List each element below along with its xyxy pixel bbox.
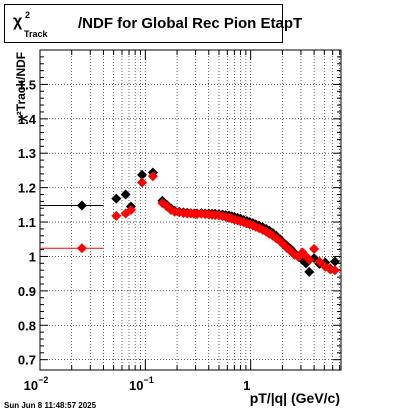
data-point-red bbox=[309, 243, 320, 254]
y-tick-label: 1 bbox=[29, 249, 36, 264]
data-point-red bbox=[304, 254, 315, 265]
data-point-black bbox=[304, 266, 315, 277]
title-subscript: Track bbox=[24, 29, 48, 39]
y-tick-label: 1.3 bbox=[18, 146, 36, 161]
title-text: /NDF for Global Rec Pion EtapT bbox=[78, 15, 303, 32]
y-tick-label: 1.2 bbox=[18, 181, 36, 196]
title-superscript: 2 bbox=[25, 10, 31, 20]
y-tick-label: 0.8 bbox=[18, 318, 36, 333]
data-point-red bbox=[76, 243, 87, 254]
plot-frame bbox=[39, 49, 342, 371]
data-point-black bbox=[76, 200, 87, 211]
data-point-black bbox=[120, 189, 131, 200]
data-marks bbox=[40, 167, 340, 277]
y-tick-label: 1.4 bbox=[18, 112, 37, 127]
y-axis-label: χ²Track/NDF bbox=[14, 51, 29, 123]
chart-title: χ 2 Track /NDF for Global Rec Pion EtapT bbox=[4, 4, 302, 43]
y-tick-label: 1.5 bbox=[18, 77, 36, 92]
x-tick-label: 10−1 bbox=[129, 375, 154, 393]
data-point-black bbox=[137, 169, 148, 180]
data-point-red bbox=[147, 171, 158, 182]
timestamp: Sun Jun 8 11:48:57 2025 bbox=[4, 401, 97, 410]
title-chi-symbol: χ bbox=[13, 13, 23, 30]
y-tick-label: 0.9 bbox=[18, 284, 36, 299]
data-point-red bbox=[125, 205, 136, 215]
data-point-red bbox=[314, 256, 325, 267]
x-tick-label: 1 bbox=[243, 378, 250, 393]
x-tick-label: 10−2 bbox=[24, 375, 49, 393]
tick-labels: 0.7 0.8 0.9 1 1.1 1.2 1.3 1.4 1.5 10−2 10−1 1 bbox=[18, 77, 250, 393]
y-tick-label: 1.1 bbox=[18, 215, 36, 230]
data-point-red bbox=[111, 210, 122, 221]
data-point-red bbox=[329, 265, 340, 276]
data-point-black bbox=[329, 256, 340, 267]
data-point-black bbox=[111, 193, 122, 204]
x-axis-label: pT/|q| (GeV/c) bbox=[249, 390, 340, 406]
data-point-red bbox=[137, 177, 148, 188]
y-axis-label-container: χ²Track/NDF bbox=[0, 46, 30, 136]
y-tick-label: 0.7 bbox=[18, 353, 36, 368]
axes bbox=[39, 49, 342, 371]
